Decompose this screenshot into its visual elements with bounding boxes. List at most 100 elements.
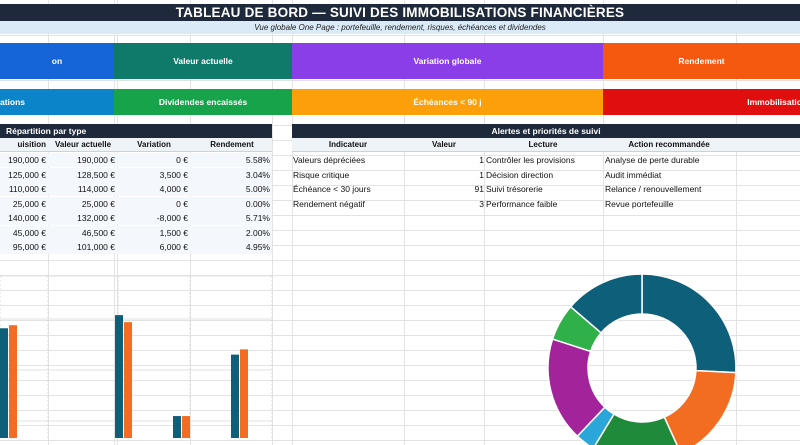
col-current-value: Valeur actuelle: [54, 140, 112, 149]
kpi-label: ations: [0, 97, 26, 107]
kpi-yield-card[interactable]: Rendement: [603, 43, 800, 79]
bar[interactable]: [240, 349, 248, 438]
col-indicator: Indicateur: [328, 140, 368, 149]
table-cell: 0 €: [176, 198, 188, 209]
grid-row-line: [0, 275, 800, 276]
kpi-global-variation-card[interactable]: Variation globale: [292, 43, 603, 79]
bar[interactable]: [182, 416, 190, 438]
grid-row-line: [0, 155, 800, 156]
reading-cell: Décision direction: [486, 169, 554, 180]
indicator-cell: Risque critique: [293, 169, 350, 180]
grid-row-line: [0, 260, 800, 261]
table-cell: 110,000 €: [8, 184, 46, 194]
value-cell: 1: [479, 169, 484, 180]
action-cell: Audit immédiat: [605, 169, 662, 180]
table-cell: 1,500 €: [159, 227, 188, 238]
table-row[interactable]: [0, 167, 272, 182]
table-cell: 4.95%: [245, 242, 270, 252]
table-row[interactable]: [0, 240, 272, 254]
table-cell: 25,000 €: [81, 198, 115, 209]
kpi-acquisition-card[interactable]: on: [0, 43, 114, 79]
grid-row-line: [0, 365, 800, 366]
table-cell: 46,500 €: [81, 227, 115, 238]
action-cell: Revue portefeuille: [605, 198, 674, 209]
table-cell: 4,000 €: [159, 184, 188, 194]
bar[interactable]: [231, 354, 239, 438]
grid-column-line: [292, 0, 293, 445]
grid-row-line: [0, 80, 800, 81]
portfolio-table-title-text: Répartition par type: [6, 126, 87, 136]
kpi-operations-card[interactable]: ations: [0, 89, 114, 115]
reading-cell: Contrôler les provisions: [486, 155, 575, 165]
table-cell: 114,000 €: [77, 184, 115, 194]
grid-row-line: [0, 425, 800, 426]
donut-chart: [547, 273, 737, 445]
grid-row-line: [0, 290, 800, 291]
col-recommended-action: Action recommandée: [628, 140, 710, 149]
kpi-maturities-card[interactable]: Échéances < 90 j: [292, 89, 603, 115]
grid-row-line: [0, 440, 800, 441]
table-cell: 3.04%: [245, 169, 270, 180]
grid-row-line: [0, 170, 800, 171]
table-row[interactable]: [0, 153, 272, 167]
grid-row-line: [0, 395, 800, 396]
table-cell: 2.00%: [245, 227, 270, 238]
grid-row-line: [0, 245, 800, 246]
table-row[interactable]: [0, 196, 272, 211]
table-cell: -8,000 €: [156, 213, 188, 223]
grid-row-line: [0, 335, 800, 336]
kpi-label: Valeur actuelle: [173, 56, 233, 66]
kpi-label: Immobilisatio: [747, 97, 800, 107]
grid-row-line: [0, 410, 800, 411]
kpi-label: Dividendes encaissés: [158, 97, 248, 107]
action-cell: Analyse de perte durable: [605, 155, 700, 165]
grid-row-line: [0, 200, 800, 201]
bar[interactable]: [0, 328, 8, 438]
table-cell: 95,000 €: [12, 242, 46, 252]
alerts-table-title-text: Alertes et priorités de suivi: [491, 126, 601, 136]
table-cell: 190,000 €: [77, 155, 115, 165]
grid-column-line: [603, 0, 604, 445]
kpi-label: Variation globale: [413, 56, 482, 66]
col-value: Valeur: [431, 140, 456, 149]
indicator-cell: Rendement négatif: [293, 198, 365, 209]
col-acquisition: uisition: [17, 140, 46, 149]
value-cell: 1: [479, 155, 484, 165]
value-cell: 3: [479, 198, 484, 209]
table-cell: 6,000 €: [159, 242, 188, 252]
donut-slice[interactable]: [569, 273, 643, 334]
kpi-dividends-card[interactable]: Dividendes encaissés: [114, 89, 292, 115]
grid-column-line: [404, 0, 405, 445]
kpi-label: on: [51, 56, 63, 66]
table-cell: 3,500 €: [159, 169, 188, 180]
bar[interactable]: [124, 322, 132, 438]
indicator-cell: Valeurs dépréciées: [293, 155, 366, 165]
donut-slice[interactable]: [663, 369, 737, 445]
kpi-current-value-card[interactable]: Valeur actuelle: [114, 43, 292, 79]
donut-slice[interactable]: [593, 413, 681, 445]
bar-chart: [0, 275, 273, 438]
table-cell: 132,000 €: [77, 213, 115, 223]
table-cell: 0.00%: [245, 198, 270, 209]
grid-row-line: [0, 305, 800, 306]
table-cell: 0 €: [176, 155, 188, 165]
grid-row-line: [0, 320, 800, 321]
grid-column-line: [736, 0, 737, 445]
table-row[interactable]: [0, 225, 272, 240]
grid-row-line: [0, 350, 800, 351]
table-cell: 5.71%: [245, 213, 270, 223]
table-cell: 5.58%: [245, 155, 270, 165]
portfolio-table-header: [0, 138, 272, 152]
bar[interactable]: [9, 325, 17, 438]
bar[interactable]: [115, 315, 123, 438]
bar[interactable]: [173, 416, 181, 438]
reading-cell: Suivi trésorerie: [486, 184, 543, 194]
dashboard-subtitle: Vue globale One Page : portefeuille, ren…: [0, 21, 800, 34]
kpi-assets-card[interactable]: Immobilisatio: [603, 89, 800, 115]
table-cell: 128,500 €: [77, 169, 115, 180]
kpi-label: Échéances < 90 j: [413, 97, 482, 107]
table-row[interactable]: [0, 211, 272, 225]
donut-slice[interactable]: [641, 273, 737, 374]
grid-row-line: [0, 230, 800, 231]
table-row[interactable]: [0, 182, 272, 196]
